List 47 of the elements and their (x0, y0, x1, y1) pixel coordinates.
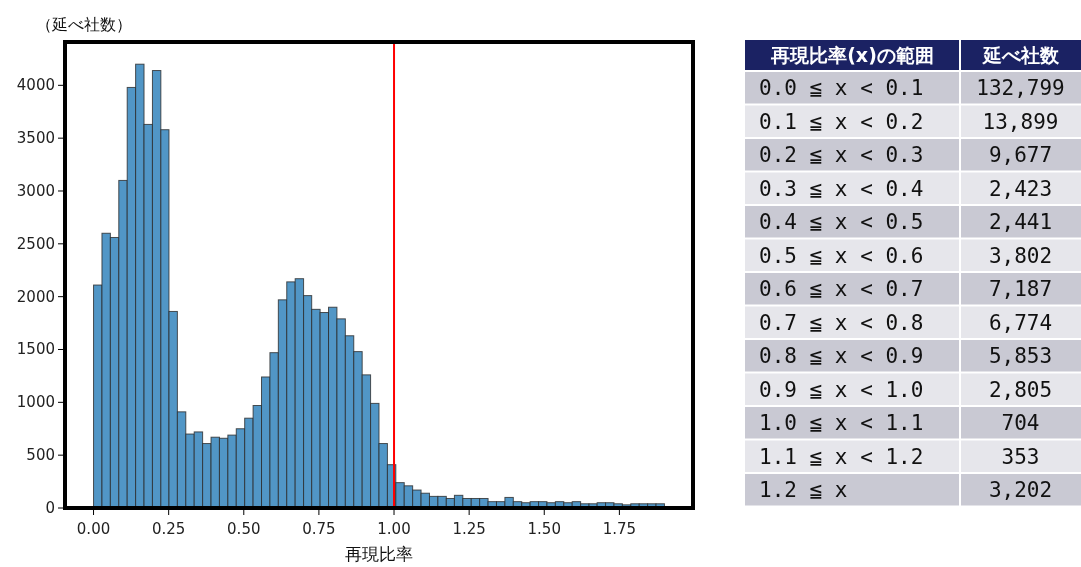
category-label: 0.9 ≦ x < 1.0 (759, 377, 924, 402)
y-tick-label: 3000 (16, 181, 55, 200)
data-label: 704 (1001, 411, 1040, 435)
x-tick-label: 1.25 (452, 520, 486, 538)
category-label: 0.0 ≦ x < 0.1 (759, 76, 924, 100)
x-tick-label: 0.50 (227, 520, 261, 538)
y-tick-label: 2000 (16, 287, 55, 306)
x-tick-label: 1.75 (602, 520, 637, 538)
category-label: 0.3 ≦ x < 0.4 (759, 176, 924, 201)
data-label: 2,423 (988, 176, 1053, 201)
y-tick-label: 2500 (16, 234, 55, 253)
category-label: 0.4 ≦ x < 0.5 (759, 210, 924, 234)
category-label: 0.8 ≦ x < 0.9 (759, 344, 924, 368)
x-tick-label: 0.75 (302, 520, 336, 538)
data-label: 132,799 (976, 76, 1065, 100)
y-tick-label: 500 (26, 446, 55, 465)
text: 再現比率(x)の範囲 (770, 44, 934, 66)
y-tick-label: 4000 (16, 76, 55, 95)
y-tick-label: 1000 (16, 393, 55, 412)
data-label: 3,202 (988, 478, 1053, 502)
category-label: 1.2 ≦ x (759, 478, 848, 502)
category-label: 0.1 ≦ x < 0.2 (759, 109, 924, 134)
data-label: 13,899 (982, 109, 1059, 134)
category-label: 1.0 ≦ x < 1.1 (759, 411, 924, 435)
data-label: 7,187 (988, 277, 1053, 301)
data-label: 2,441 (988, 210, 1053, 234)
data-label: 5,853 (988, 344, 1053, 368)
text: 延べ社数 (980, 44, 1060, 66)
category-label: 0.2 ≦ x < 0.3 (759, 143, 924, 167)
y-tick-label: 3500 (16, 129, 55, 148)
data-label: 353 (1001, 444, 1040, 469)
category-label: 1.1 ≦ x < 1.2 (759, 444, 924, 469)
x-tick-label: 0.25 (151, 520, 186, 538)
data-label: 2,805 (988, 377, 1053, 402)
data-label: 6,774 (988, 310, 1053, 335)
y-axis-title: （延べ社数） (36, 15, 132, 34)
x-tick-label: 1.00 (377, 520, 411, 538)
x-axis-title: 再現比率 (345, 544, 413, 564)
category-label: 0.6 ≦ x < 0.7 (759, 277, 924, 301)
y-tick-label: 0 (45, 499, 55, 517)
category-label: 0.7 ≦ x < 0.8 (759, 310, 924, 335)
data-label: 9,677 (988, 143, 1053, 167)
x-tick-label: 0.00 (76, 520, 111, 538)
x-tick-label: 1.50 (527, 520, 561, 538)
category-label: 0.5 ≦ x < 0.6 (759, 243, 924, 268)
data-label: 3,802 (988, 243, 1053, 268)
y-tick-label: 1500 (16, 340, 55, 359)
